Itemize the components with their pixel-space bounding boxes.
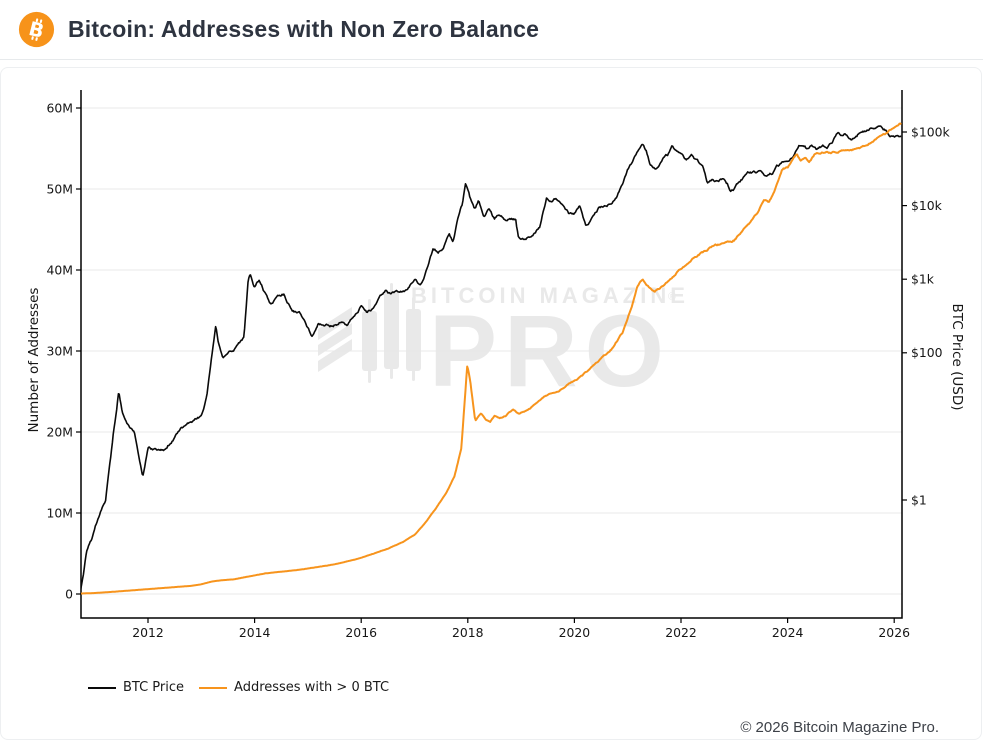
watermark-text-line1: BITCOIN MAGAZINE <box>411 283 689 308</box>
addresses-line <box>81 122 902 595</box>
legend-label: Addresses with > 0 BTC <box>234 680 390 695</box>
legend-item-btc-price: BTC Price <box>88 680 184 695</box>
y-left-tick-label: 30M <box>47 343 73 358</box>
btc-price-line <box>81 125 902 590</box>
y-left-tick-label: 60M <box>47 100 73 115</box>
watermark-logo <box>318 283 421 383</box>
y-right-tick-label: $100k <box>911 124 951 139</box>
y-left-axis-title: Number of Addresses <box>26 288 42 433</box>
legend-label: BTC Price <box>123 680 185 695</box>
y-left-tick-label: 50M <box>47 181 73 196</box>
y-left-tick-label: 20M <box>47 424 73 439</box>
x-axis-tick-label: 2012 <box>132 625 164 640</box>
y-right-tick-label: $10k <box>911 198 943 213</box>
x-axis-tick-label: 2016 <box>345 625 377 640</box>
btc-price-line-swatch <box>88 686 116 689</box>
y-right-tick-label: $1 <box>911 492 927 507</box>
x-axis-tick-label: 2024 <box>772 625 804 640</box>
x-axis-tick-label: 2020 <box>559 625 591 640</box>
svg-text:B: B <box>26 17 46 43</box>
x-axis-tick-label: 2022 <box>665 625 697 640</box>
series-layer <box>81 122 902 595</box>
x-axis-tick-label: 2018 <box>452 625 484 640</box>
chart-card <box>0 67 982 740</box>
y-right-tick-label: $1k <box>911 272 935 287</box>
header: B Bitcoin: Addresses with Non Zero Balan… <box>0 0 983 60</box>
y-right-tick-label: $100 <box>911 345 943 360</box>
x-axis-tick-label: 2026 <box>878 625 910 640</box>
chart-legend: BTC Price Addresses with > 0 BTC <box>88 680 389 695</box>
bitcoin-icon: B <box>18 11 55 48</box>
watermark-registered-mark: ® <box>668 291 676 303</box>
page-title: Bitcoin: Addresses with Non Zero Balance <box>68 16 540 42</box>
y-right-axis-title: BTC Price (USD) <box>949 303 965 410</box>
y-left-tick-label: 0 <box>65 586 73 601</box>
y-left-tick-label: 10M <box>47 505 73 520</box>
x-axis-tick-label: 2014 <box>239 625 271 640</box>
legend-item-addresses: Addresses with > 0 BTC <box>199 680 389 695</box>
y-left-tick-label: 40M <box>47 262 73 277</box>
axes-layer: 0 10M 20M 30M 40M 50M 60M $100k $10k $1k $100 $1 201… <box>47 90 951 640</box>
addresses-line-swatch <box>199 686 228 689</box>
copyright-footer: © 2026 Bitcoin Magazine Pro. <box>740 719 939 736</box>
